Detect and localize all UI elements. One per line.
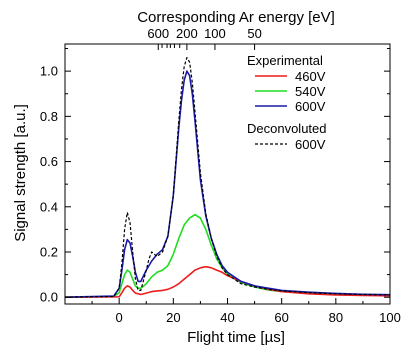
x-tick-label: 60 [274,310,288,325]
top-tick-label: 600 [147,26,169,41]
x-tick-label: 80 [329,310,343,325]
legend-label: 460V [295,69,326,84]
series-line-experimental-600v [64,70,391,298]
axis-ticks: 0 20 40 60 80 100 0.0 0.2 0.4 0.6 0.8 1.0 600 200 100 5… [40,26,401,325]
plot-frame [64,43,391,305]
legend-group-experimental: Experimental [247,53,323,68]
legend-label: 600V [295,99,326,114]
y-tick-label: 0.8 [40,109,58,124]
legend-label: 600V [295,137,326,152]
top-tick-label: 200 [176,26,198,41]
top-axis-label: Corresponding Ar energy [eV] [137,9,335,26]
y-tick-label: 0.0 [40,290,58,305]
x-tick-label: 100 [379,310,401,325]
y-tick-label: 0.6 [40,154,58,169]
series-line-experimental-540v [64,213,391,298]
x-tick-label: 20 [166,310,180,325]
legend-label: 540V [295,84,326,99]
y-axis-label: Signal strength [a.u.] [12,104,29,242]
x-tick-label: 40 [220,310,234,325]
top-tick-label: 100 [204,26,226,41]
series-line-deconvoluted-600v [64,56,391,298]
legend-group-deconvoluted: Deconvoluted [247,121,327,136]
y-tick-label: 1.0 [40,64,58,79]
x-axis-label: Flight time [µs] [187,329,285,346]
x-tick-label: 0 [116,310,123,325]
top-tick-label: 50 [247,26,261,41]
plot-content [64,56,391,298]
y-tick-label: 0.4 [40,199,58,214]
y-tick-label: 0.2 [40,245,58,260]
